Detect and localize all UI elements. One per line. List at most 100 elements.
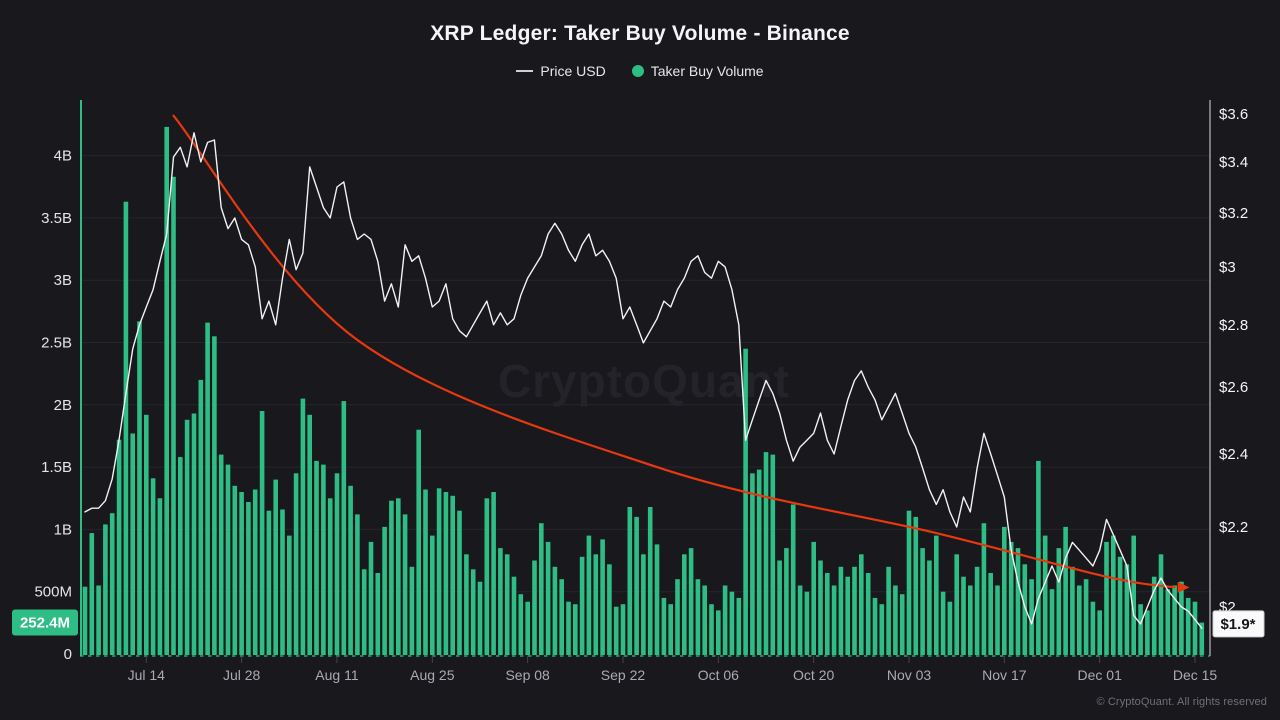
- volume-bar: [566, 601, 571, 655]
- volume-bar: [430, 535, 435, 655]
- legend-item-price[interactable]: Price USD: [516, 63, 606, 79]
- x-tick-label: Nov 03: [887, 667, 932, 683]
- price-tick-label: $2.6: [1219, 379, 1248, 396]
- volume-bar: [484, 498, 490, 656]
- volume-bar: [423, 489, 428, 655]
- price-tick-label: $2.2: [1219, 519, 1248, 536]
- latest-volume-badge: 252.4M: [12, 609, 78, 636]
- volume-bar: [981, 523, 987, 655]
- volume-bar: [586, 535, 592, 655]
- svg-text:$1.9*: $1.9*: [1220, 616, 1255, 633]
- volume-bar: [545, 541, 551, 655]
- volume-bar: [470, 569, 476, 655]
- x-tick-label: Aug 11: [315, 667, 359, 683]
- volume-bar: [804, 591, 810, 655]
- volume-bar: [927, 560, 932, 655]
- price-tick-label: $3.2: [1219, 205, 1248, 222]
- volume-tick-label: 500M: [34, 584, 72, 601]
- volume-bar: [1165, 589, 1171, 655]
- volume-bar: [811, 541, 816, 655]
- volume-bar: [872, 597, 878, 655]
- volume-bar: [1090, 601, 1096, 655]
- x-tick-label: Jul 28: [223, 667, 261, 683]
- legend-item-volume[interactable]: Taker Buy Volume: [631, 63, 764, 79]
- volume-bar: [477, 581, 483, 655]
- volume-bar: [1158, 554, 1164, 655]
- volume-tick-label: 2B: [54, 397, 72, 414]
- volume-bar: [1199, 622, 1205, 655]
- volume-bar: [116, 439, 122, 655]
- volume-bar: [287, 535, 292, 655]
- volume-bar: [893, 585, 898, 655]
- volume-bar: [1056, 548, 1062, 655]
- volume-bar: [913, 516, 919, 655]
- volume-bar: [784, 548, 789, 655]
- volume-bar: [96, 585, 101, 655]
- volume-bar: [266, 510, 272, 655]
- volume-bar: [273, 479, 278, 655]
- volume-axis-labels: 0 500M 1B 1.5B 2B 2.5B 3B 3.5B 4B: [34, 148, 72, 663]
- volume-bar: [620, 604, 626, 655]
- volume-bar: [1117, 556, 1123, 655]
- volume-bar: [1022, 564, 1028, 655]
- volume-bar: [157, 498, 163, 656]
- volume-tick-label: 4B: [54, 148, 72, 165]
- taker-buy-volume-bars[interactable]: [82, 126, 1205, 656]
- legend-label-volume: Taker Buy Volume: [650, 63, 764, 79]
- volume-bar: [818, 560, 823, 655]
- volume-bar: [539, 523, 544, 655]
- volume-bar: [259, 411, 265, 655]
- volume-bar: [321, 464, 326, 655]
- volume-bar: [1029, 579, 1034, 655]
- last-price-badge: $1.9*: [1212, 610, 1265, 638]
- volume-bar: [532, 560, 537, 655]
- volume-bar: [838, 566, 844, 655]
- x-axis-labels: Jul 14 Jul 28 Aug 11 Aug 25 Sep 08 Sep 22 Oct …: [128, 656, 1217, 683]
- volume-bar: [232, 485, 238, 655]
- volume-bar: [947, 601, 953, 655]
- volume-bar: [327, 498, 333, 656]
- volume-bar: [375, 573, 381, 655]
- x-tick-label: Aug 25: [410, 667, 455, 683]
- volume-bar: [144, 414, 149, 655]
- volume-bar: [906, 510, 912, 655]
- volume-tick-label: 2.5B: [41, 335, 72, 352]
- volume-bar: [954, 554, 959, 655]
- volume-bar: [593, 554, 599, 655]
- volume-bar: [716, 610, 721, 655]
- volume-bar: [886, 566, 891, 655]
- volume-bar: [627, 507, 633, 655]
- volume-bar: [348, 485, 353, 655]
- volume-bar: [498, 548, 503, 655]
- volume-bar: [252, 489, 258, 655]
- price-tick-label: $2.4: [1219, 446, 1248, 463]
- volume-bar: [178, 457, 183, 655]
- volume-bar: [123, 201, 129, 655]
- volume-bar: [1070, 566, 1075, 655]
- x-tick-label: Dec 01: [1078, 667, 1123, 683]
- volume-bar: [457, 510, 462, 655]
- volume-bar: [600, 539, 605, 655]
- volume-bar: [988, 573, 993, 655]
- volume-bar: [634, 516, 639, 655]
- volume-bar: [552, 566, 558, 655]
- volume-bar: [968, 585, 973, 655]
- volume-bar: [368, 541, 374, 655]
- price-usd-line[interactable]: [84, 132, 1203, 629]
- volume-bar: [1008, 541, 1014, 655]
- volume-bar: [109, 513, 115, 655]
- price-line-swatch-icon: [516, 70, 534, 72]
- volume-bar: [695, 579, 701, 655]
- axes: [80, 100, 1211, 657]
- price-tick-label: $3.6: [1219, 106, 1248, 123]
- price-axis-labels: $3.6$3.4$3.2$3$2.8$2.6$2.4$2.2$2: [1219, 106, 1248, 616]
- volume-bar: [518, 594, 524, 655]
- volume-bar: [300, 398, 306, 655]
- page-title: XRP Ledger: Taker Buy Volume - Binance: [430, 22, 850, 45]
- volume-bar: [504, 554, 510, 655]
- volume-bar: [361, 569, 367, 655]
- volume-bar: [709, 604, 714, 655]
- volume-bar: [218, 454, 224, 655]
- volume-bar: [464, 554, 469, 655]
